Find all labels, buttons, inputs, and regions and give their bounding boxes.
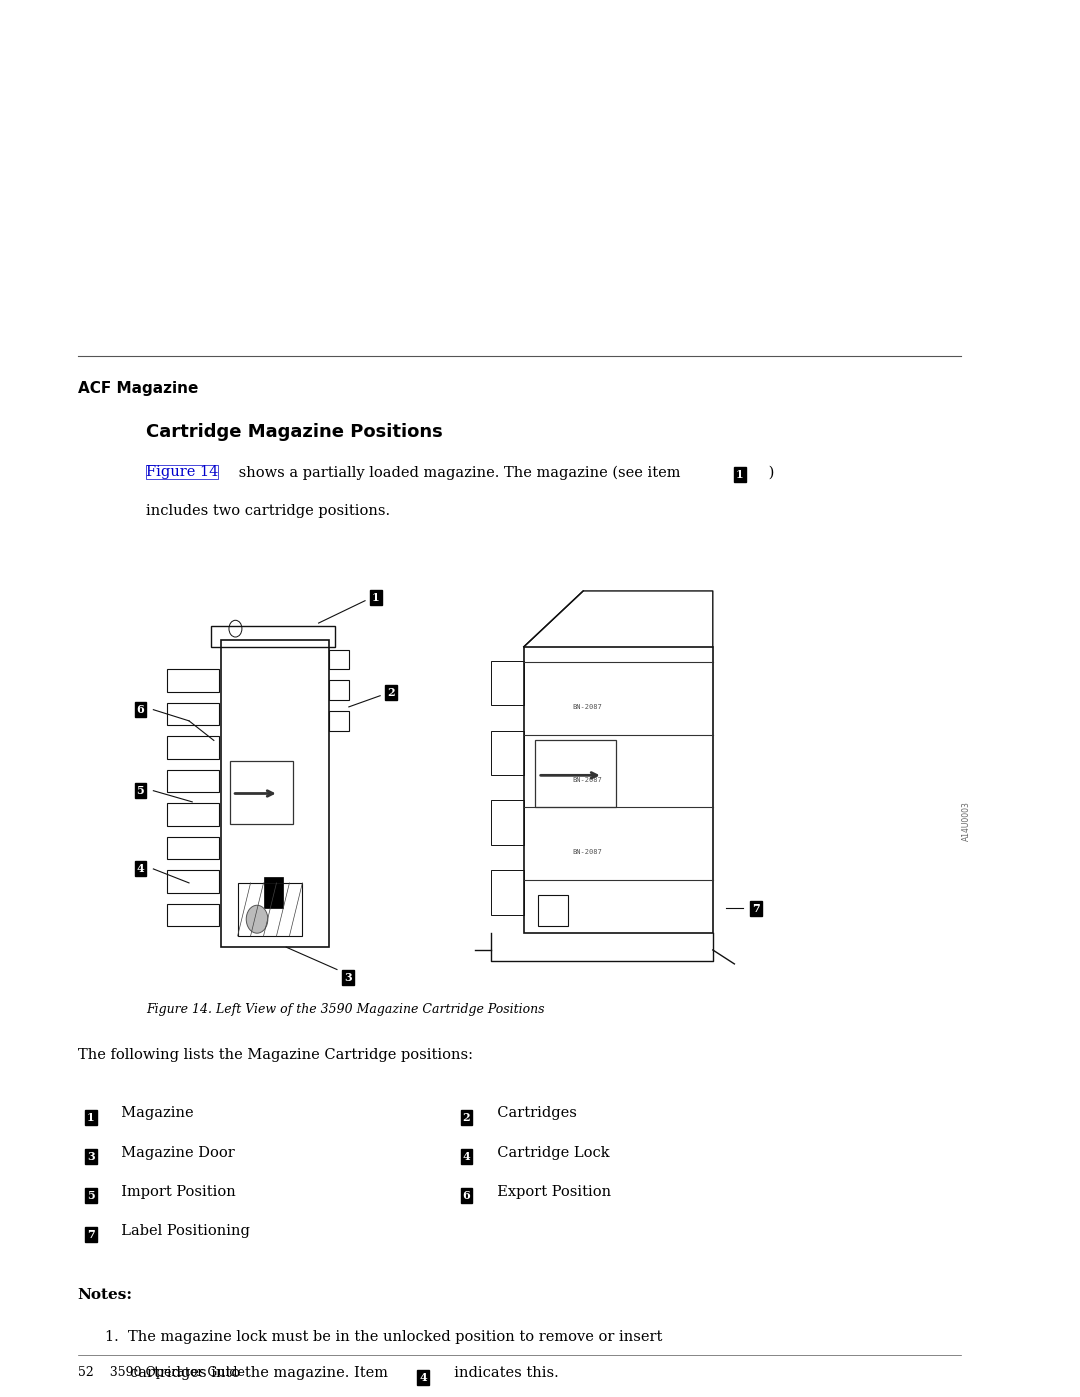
Bar: [230, 761, 293, 824]
Bar: [221, 640, 329, 947]
Text: 4: 4: [136, 863, 145, 875]
Text: 1: 1: [372, 592, 380, 604]
Text: 52    3590 Operator Guide: 52 3590 Operator Guide: [78, 1366, 245, 1379]
Text: 6: 6: [136, 704, 145, 715]
Text: Export Position: Export Position: [488, 1185, 611, 1199]
Bar: [535, 740, 616, 807]
Text: 7: 7: [86, 1229, 95, 1241]
Bar: [329, 680, 349, 700]
Text: The following lists the Magazine Cartridge positions:: The following lists the Magazine Cartrid…: [78, 1048, 473, 1062]
Bar: [491, 800, 524, 845]
Text: 5: 5: [86, 1190, 95, 1201]
Bar: [167, 736, 219, 759]
Bar: [491, 661, 524, 705]
Text: 1.  The magazine lock must be in the unlocked position to remove or insert: 1. The magazine lock must be in the unlo…: [105, 1330, 662, 1344]
Text: BN-2087: BN-2087: [572, 704, 603, 710]
Text: 7: 7: [752, 902, 760, 914]
Text: 2: 2: [462, 1112, 471, 1123]
Text: includes two cartridge positions.: includes two cartridge positions.: [146, 504, 390, 518]
Bar: [167, 803, 219, 826]
Text: indicates this.: indicates this.: [445, 1366, 558, 1380]
Bar: [538, 895, 568, 926]
Bar: [167, 770, 219, 792]
Bar: [491, 731, 524, 775]
Bar: [329, 650, 349, 669]
Text: ): ): [764, 465, 774, 479]
Text: shows a partially loaded magazine. The magazine (see item: shows a partially loaded magazine. The m…: [234, 465, 686, 479]
Bar: [524, 647, 713, 933]
Text: 3: 3: [86, 1151, 95, 1162]
Circle shape: [246, 905, 268, 933]
Text: 3: 3: [343, 972, 352, 983]
Text: cartridges into the magazine. Item: cartridges into the magazine. Item: [130, 1366, 392, 1380]
Text: ACF Magazine: ACF Magazine: [78, 381, 198, 397]
Bar: [167, 669, 219, 692]
Text: Label Positioning: Label Positioning: [112, 1224, 251, 1238]
Text: Notes:: Notes:: [78, 1288, 133, 1302]
Text: Import Position: Import Position: [112, 1185, 237, 1199]
Text: 1: 1: [86, 1112, 95, 1123]
Bar: [491, 870, 524, 915]
Text: A14U0003: A14U0003: [962, 802, 971, 841]
Bar: [167, 904, 219, 926]
Text: 2: 2: [387, 687, 395, 698]
Text: Figure 14: Figure 14: [146, 465, 218, 479]
Text: Cartridge Lock: Cartridge Lock: [488, 1146, 610, 1160]
Text: Figure 14. Left View of the 3590 Magazine Cartridge Positions: Figure 14. Left View of the 3590 Magazin…: [146, 1003, 544, 1016]
Text: BN-2087: BN-2087: [572, 777, 603, 782]
Bar: [264, 877, 283, 908]
Bar: [167, 837, 219, 859]
Bar: [238, 883, 302, 936]
Text: 4: 4: [462, 1151, 471, 1162]
Text: Cartridges: Cartridges: [488, 1106, 577, 1120]
Text: BN-2087: BN-2087: [572, 849, 603, 855]
Text: 6: 6: [462, 1190, 471, 1201]
Bar: [211, 626, 335, 647]
Bar: [167, 703, 219, 725]
Text: Cartridge Magazine Positions: Cartridge Magazine Positions: [146, 423, 443, 441]
Text: 4: 4: [419, 1372, 428, 1383]
Text: 1: 1: [735, 469, 744, 481]
Bar: [167, 870, 219, 893]
Text: Magazine Door: Magazine Door: [112, 1146, 235, 1160]
Text: Magazine: Magazine: [112, 1106, 194, 1120]
Text: 5: 5: [136, 785, 145, 796]
Bar: [329, 711, 349, 731]
